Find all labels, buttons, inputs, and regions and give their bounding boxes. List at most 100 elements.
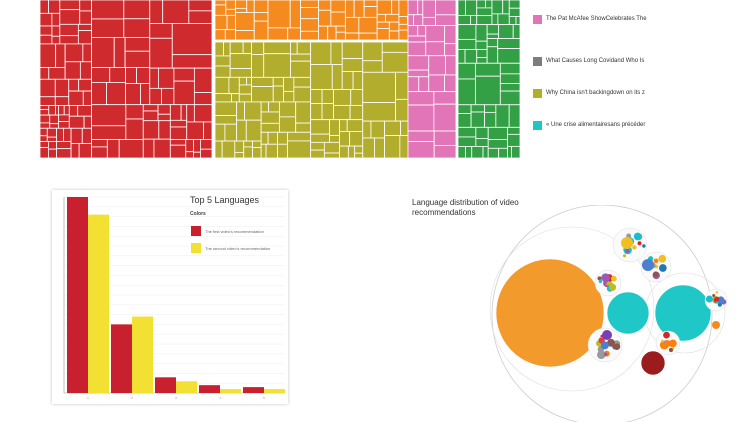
treemap-orange-cell — [318, 9, 332, 27]
treemap-red-cell — [123, 0, 151, 20]
treemap-olive-cell — [260, 122, 280, 133]
bubble-small — [608, 283, 617, 291]
treemap-red-cell — [59, 9, 81, 25]
bar-legend-swatch — [191, 226, 201, 236]
treemap-orange-cell — [235, 30, 255, 41]
treemap-red-cell — [91, 125, 127, 140]
treemap-red-cell — [78, 78, 93, 92]
treemap-red-cell — [91, 139, 108, 148]
bubble-accent — [712, 321, 720, 329]
bubble-small — [663, 331, 670, 339]
treemap-red-cell — [79, 61, 93, 80]
treemap-red-cell — [158, 67, 175, 89]
treemap-red-cell — [186, 104, 195, 123]
treemap-orange-cell — [376, 28, 390, 41]
treemap-green-cell — [474, 62, 501, 77]
treemap-green-cell — [476, 15, 493, 26]
treemap-red-cell — [79, 0, 93, 12]
treemap-green-cell — [487, 147, 500, 159]
bar-first-5 — [243, 387, 264, 393]
treemap-red-cell — [39, 12, 53, 27]
treemap-olive-cell — [277, 131, 288, 145]
treemap-olive-cell — [384, 135, 401, 159]
bubble-small — [613, 343, 621, 350]
treemap-orange-cell — [287, 27, 301, 41]
treemap-red-cell — [173, 67, 195, 82]
treemap-red-cell — [118, 139, 144, 159]
treemap-olive-cell — [251, 41, 265, 55]
treemap-red-cell — [109, 67, 126, 83]
treemap-green-cell — [482, 146, 489, 159]
treemap-orange-cell — [376, 0, 393, 15]
treemap-green-cell — [499, 62, 521, 75]
treemap-red-cell — [149, 67, 159, 89]
treemap-red-cell — [106, 139, 120, 159]
treemap-green-cell — [511, 145, 521, 159]
treemap-red-cell — [56, 148, 72, 159]
treemap-red-cell — [171, 23, 213, 56]
treemap-green-cell — [499, 73, 521, 84]
treemap-orange-cell — [353, 0, 365, 18]
treemap-orange-cell — [253, 12, 269, 22]
treemap-olive-cell — [245, 119, 262, 142]
treemap-green-cell — [476, 49, 488, 59]
treemap-olive-cell — [260, 131, 269, 145]
treemap-olive-cell — [223, 41, 231, 57]
treemap-red-cell — [91, 82, 107, 106]
treemap-red-cell — [123, 18, 151, 38]
treemap-red-cell — [58, 114, 70, 123]
bubble-small — [659, 264, 667, 272]
treemap-olive-cell — [290, 60, 312, 78]
treemap-pink-cell — [444, 74, 457, 93]
treemap-orange-cell — [344, 16, 360, 34]
treemap-red-cell — [193, 104, 213, 123]
bubble-small — [597, 350, 606, 360]
treemap-red-cell — [149, 37, 173, 69]
treemap-olive-cell — [238, 76, 248, 86]
treemap-green-cell — [491, 0, 504, 15]
treemap-pink-cell — [417, 0, 424, 16]
treemap-olive-cell — [263, 53, 291, 78]
treemap-olive-cell — [331, 64, 343, 90]
treemap-orange-cell — [300, 30, 319, 41]
treemap-pink-cell — [407, 91, 435, 106]
treemap-olive-cell — [287, 140, 312, 159]
treemap-red-cell — [193, 67, 213, 93]
treemap-olive-cell — [214, 41, 224, 57]
treemap-green-cell — [495, 104, 510, 128]
bar-chart-legend-title: Colors — [190, 211, 206, 217]
treemap-red-cell — [39, 135, 48, 142]
treemap-red-cell — [169, 126, 188, 140]
treemap-red-cell — [142, 120, 160, 140]
treemap-orange-cell — [214, 14, 228, 31]
treemap-orange-cell — [300, 7, 319, 20]
treemap-red-cell — [39, 105, 50, 110]
treemap-green-cell — [507, 133, 521, 147]
treemap-orange-cell — [376, 13, 386, 23]
bubble-small — [606, 281, 612, 286]
treemap-pink-cell — [407, 41, 427, 57]
treemap-legend-label: « Une crise alimentairesans précéder — [546, 122, 646, 128]
treemap-red-cell — [39, 34, 53, 45]
treemap-olive-cell — [246, 76, 252, 86]
treemap-green-cell — [475, 40, 488, 51]
treemap-red-cell — [51, 35, 61, 45]
treemap-green-cell — [484, 111, 497, 128]
bar-x-tick-label: 5 — [263, 396, 265, 400]
treemap-olive-cell — [214, 115, 238, 125]
treemap-green-cell — [491, 13, 499, 26]
treemap-orange-cell — [388, 21, 400, 32]
treemap-olive-cell — [283, 90, 295, 103]
treemap-olive-cell — [268, 101, 280, 113]
treemap-red-cell — [161, 87, 175, 106]
bubble-group-circle — [489, 226, 655, 392]
treemap-red-cell — [142, 104, 159, 112]
treemap-olive-cell — [238, 84, 252, 95]
treemap-red-cell — [68, 78, 80, 92]
treemap-red-cell — [58, 105, 65, 116]
treemap-red-cell — [39, 0, 49, 14]
bubble-teal-small — [606, 291, 650, 335]
treemap-olive-cell — [214, 55, 231, 67]
treemap-orange-cell — [318, 0, 332, 11]
treemap-orange-cell — [214, 4, 227, 16]
